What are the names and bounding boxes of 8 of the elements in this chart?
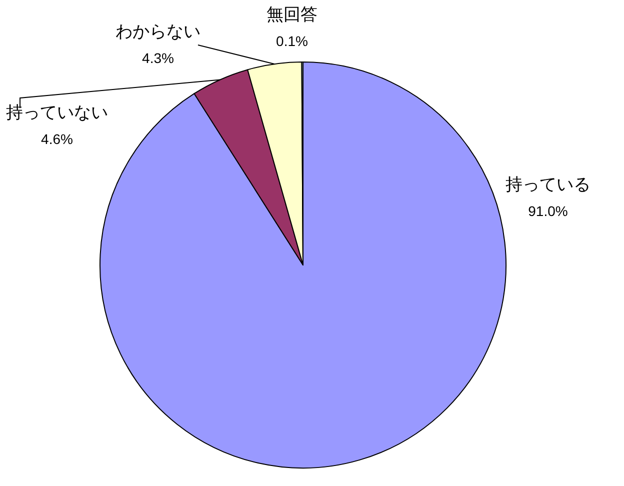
data-label: 91.0%: [528, 203, 568, 219]
data-label: 0.1%: [276, 33, 308, 49]
slice-label: わからない: [116, 22, 200, 42]
data-label: 4.6%: [41, 131, 73, 147]
slice-label: 持っている: [506, 175, 590, 195]
slice-label: 持っていない: [6, 103, 108, 123]
data-label: 4.3%: [142, 50, 174, 66]
slice-label: 無回答: [266, 5, 318, 25]
